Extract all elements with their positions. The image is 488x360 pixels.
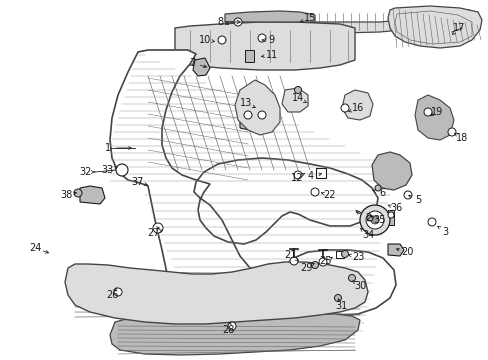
Text: 1: 1 — [105, 143, 111, 153]
Text: 29: 29 — [299, 263, 311, 273]
Text: 19: 19 — [430, 107, 442, 117]
Polygon shape — [175, 22, 354, 70]
Text: 37: 37 — [132, 177, 144, 187]
Circle shape — [116, 164, 128, 176]
Circle shape — [427, 218, 435, 226]
Circle shape — [244, 111, 251, 119]
Text: 33: 33 — [101, 165, 113, 175]
Text: 11: 11 — [265, 50, 278, 60]
Polygon shape — [315, 168, 325, 178]
Text: 28: 28 — [222, 325, 234, 335]
Circle shape — [114, 288, 122, 296]
Text: 22: 22 — [323, 190, 336, 200]
Circle shape — [310, 188, 318, 196]
Text: 24: 24 — [29, 243, 41, 253]
Polygon shape — [110, 314, 359, 355]
Text: 36: 36 — [389, 203, 401, 213]
Text: 17: 17 — [452, 23, 464, 33]
Text: 35: 35 — [373, 215, 386, 225]
Text: 27: 27 — [146, 228, 159, 238]
Text: 5: 5 — [414, 195, 420, 205]
Circle shape — [370, 216, 378, 224]
Polygon shape — [335, 251, 343, 258]
Text: 10: 10 — [199, 35, 211, 45]
Polygon shape — [80, 186, 105, 204]
Circle shape — [311, 261, 318, 269]
Circle shape — [294, 86, 301, 94]
Circle shape — [340, 104, 348, 112]
Polygon shape — [65, 262, 367, 324]
Text: 12: 12 — [290, 173, 303, 183]
Polygon shape — [371, 152, 411, 190]
Text: 34: 34 — [361, 230, 373, 240]
Polygon shape — [240, 95, 269, 132]
Text: 25: 25 — [319, 256, 331, 266]
Text: 14: 14 — [291, 93, 304, 103]
Text: 23: 23 — [351, 252, 364, 262]
Circle shape — [359, 205, 389, 235]
Polygon shape — [291, 93, 307, 110]
Text: 31: 31 — [334, 301, 346, 311]
Text: 16: 16 — [351, 103, 364, 113]
Circle shape — [341, 251, 348, 257]
Circle shape — [403, 191, 411, 199]
Polygon shape — [224, 11, 314, 22]
Circle shape — [153, 223, 163, 233]
Circle shape — [423, 108, 431, 116]
Circle shape — [318, 258, 326, 266]
Text: 8: 8 — [217, 17, 223, 27]
Text: 15: 15 — [303, 13, 316, 23]
Text: 7: 7 — [188, 58, 195, 68]
Polygon shape — [282, 88, 307, 112]
Circle shape — [227, 322, 236, 330]
Polygon shape — [244, 50, 253, 62]
Circle shape — [374, 185, 380, 191]
Polygon shape — [289, 10, 469, 33]
Circle shape — [258, 111, 265, 119]
Text: 9: 9 — [267, 35, 273, 45]
Circle shape — [293, 171, 302, 179]
Polygon shape — [387, 6, 481, 48]
Polygon shape — [341, 90, 372, 120]
Circle shape — [74, 189, 82, 197]
Circle shape — [334, 294, 341, 302]
Circle shape — [289, 257, 297, 265]
Polygon shape — [110, 50, 395, 346]
Circle shape — [366, 215, 372, 221]
Circle shape — [218, 36, 225, 44]
Text: 38: 38 — [60, 190, 72, 200]
Circle shape — [258, 34, 265, 42]
Text: 20: 20 — [400, 247, 412, 257]
Circle shape — [348, 274, 355, 282]
Text: 21: 21 — [283, 250, 296, 260]
Text: 3: 3 — [441, 227, 447, 237]
Circle shape — [365, 211, 383, 229]
Polygon shape — [193, 58, 209, 76]
Text: 6: 6 — [378, 188, 384, 198]
Text: 18: 18 — [455, 133, 467, 143]
Polygon shape — [387, 244, 403, 256]
Text: 13: 13 — [240, 98, 252, 108]
Circle shape — [447, 128, 455, 136]
Text: 4: 4 — [307, 171, 313, 181]
Polygon shape — [414, 95, 453, 140]
Circle shape — [387, 212, 393, 218]
Circle shape — [234, 18, 242, 26]
Polygon shape — [387, 210, 393, 225]
Text: 30: 30 — [353, 281, 366, 291]
Polygon shape — [235, 80, 280, 135]
Text: 26: 26 — [105, 290, 118, 300]
Text: 2: 2 — [364, 213, 370, 223]
Text: 32: 32 — [80, 167, 92, 177]
